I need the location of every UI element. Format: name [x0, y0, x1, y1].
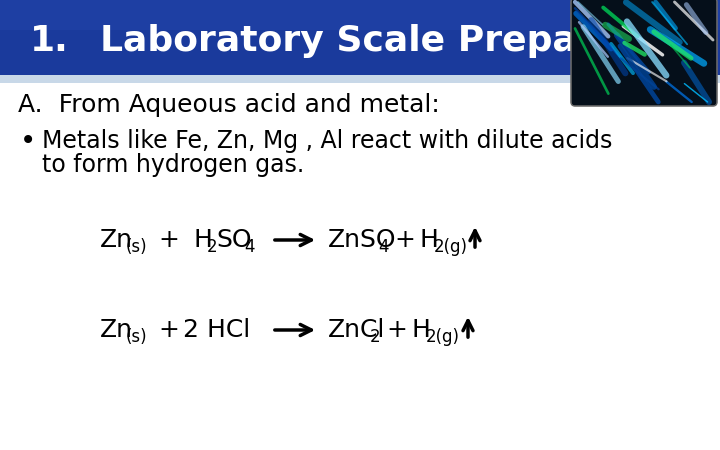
Bar — [0, 0, 720, 75]
Text: 2(g): 2(g) — [434, 238, 468, 256]
Text: H: H — [193, 228, 212, 252]
Text: +: + — [158, 228, 179, 252]
Text: (s): (s) — [126, 328, 148, 346]
Text: +: + — [394, 228, 415, 252]
Text: 4: 4 — [378, 238, 389, 256]
Text: ZnCl: ZnCl — [328, 318, 385, 342]
Text: SO: SO — [216, 228, 251, 252]
Text: +: + — [386, 318, 407, 342]
Bar — [0, 0, 720, 30]
Text: ZnSO: ZnSO — [328, 228, 397, 252]
Text: 2(g): 2(g) — [426, 328, 460, 346]
Text: 4: 4 — [244, 238, 254, 256]
Text: 1.: 1. — [30, 24, 68, 58]
Text: 2: 2 — [370, 328, 381, 346]
Text: Metals like Fe, Zn, Mg , Al react with dilute acids: Metals like Fe, Zn, Mg , Al react with d… — [42, 129, 613, 153]
Text: A.  From Aqueous acid and metal:: A. From Aqueous acid and metal: — [18, 93, 440, 117]
Bar — [0, 75, 720, 83]
Text: Laboratory Scale Preparation: Laboratory Scale Preparation — [100, 24, 699, 58]
Text: Zn: Zn — [100, 228, 133, 252]
Text: (s): (s) — [126, 238, 148, 256]
Text: 2 HCl: 2 HCl — [183, 318, 251, 342]
Text: +: + — [158, 318, 179, 342]
FancyBboxPatch shape — [571, 0, 717, 106]
Text: H: H — [420, 228, 439, 252]
Text: 2: 2 — [207, 238, 217, 256]
Text: to form hydrogen gas.: to form hydrogen gas. — [42, 153, 305, 177]
Text: Zn: Zn — [100, 318, 133, 342]
Text: •: • — [20, 127, 36, 155]
Text: H: H — [412, 318, 431, 342]
